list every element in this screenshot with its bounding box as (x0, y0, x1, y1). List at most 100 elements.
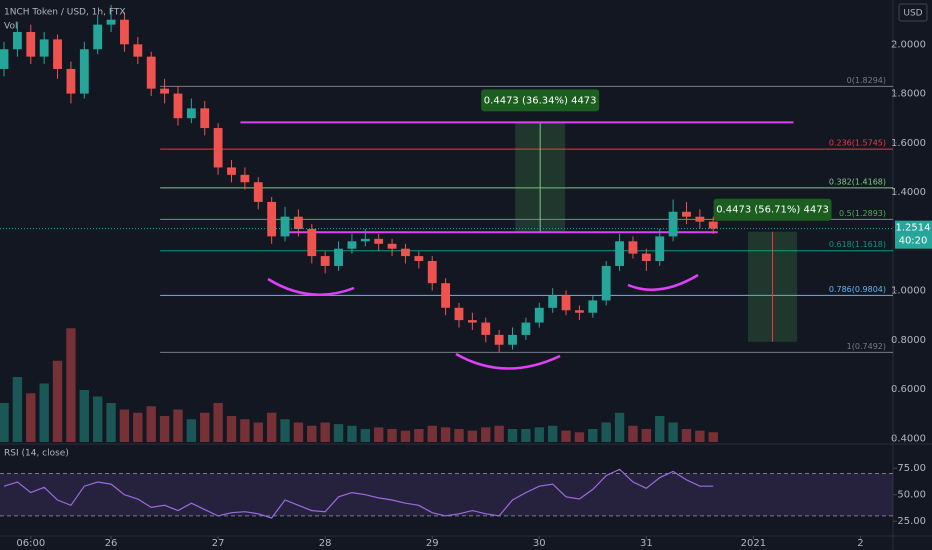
candle-body (467, 320, 477, 323)
candle-body (79, 49, 89, 94)
candle-body (534, 307, 544, 323)
countdown: 40:20 (899, 236, 928, 247)
candle-body (655, 236, 665, 262)
volume-bar (467, 430, 478, 442)
volume-bar (26, 393, 36, 442)
y-tick-label: 0.4000 (891, 433, 926, 444)
candle-body (146, 56, 156, 89)
candle-body (628, 241, 638, 254)
volume-bar (320, 422, 330, 442)
volume-bar (400, 430, 411, 442)
x-tick-label: 2 (857, 538, 863, 549)
symbol-title: 1NCH Token / USD, 1h, FTX (4, 8, 126, 18)
volume-bar (387, 429, 397, 442)
x-tick-label: 27 (212, 538, 225, 549)
candle-body (39, 39, 49, 57)
candle-body (682, 211, 691, 217)
y-tick-label: 1.0000 (891, 286, 926, 297)
volume-bar (494, 425, 504, 442)
volume-bar (39, 383, 49, 442)
x-tick-label: 06:00 (16, 538, 45, 549)
volume-bar (280, 419, 290, 442)
candle-body (267, 201, 277, 237)
volume-bar (588, 429, 598, 442)
y-tick-label: 1.6000 (891, 138, 926, 149)
rsi-title: RSI (14, close) (4, 449, 69, 459)
shoulder-arc (627, 273, 699, 291)
volume-bar (173, 409, 183, 442)
volume-bar (614, 412, 625, 442)
volume-bar (200, 412, 210, 442)
volume-bar (574, 432, 585, 442)
rsi-band (0, 473, 893, 516)
volume-bar (534, 427, 544, 442)
candle-body (334, 248, 343, 266)
volume-bar (507, 429, 518, 442)
candle-body (708, 221, 718, 229)
volume-bar (547, 425, 558, 442)
candle-body (307, 229, 317, 257)
candle-body (347, 241, 357, 249)
candle-body (561, 295, 571, 311)
volume-bar (360, 429, 371, 442)
candle-body (53, 39, 62, 69)
volume-bar (293, 422, 304, 442)
y-tick-label: 0.6000 (891, 384, 926, 395)
candle-body (227, 167, 236, 175)
rsi-tick-label: 25.00 (897, 516, 926, 527)
volume-bar (307, 425, 317, 442)
candle-body (293, 216, 303, 230)
x-tick-label: 26 (105, 538, 118, 549)
x-tick-label: 2021 (741, 538, 766, 549)
rsi-tick-label: 75.00 (897, 463, 926, 474)
candle-body (66, 68, 76, 94)
volume-bar (655, 416, 665, 442)
volume-bar (440, 427, 451, 442)
candle-body (454, 307, 464, 321)
volume-bar (454, 429, 464, 442)
candle-body (160, 88, 170, 94)
fib-label: 1(0.7492) (847, 342, 886, 351)
currency[interactable]: USD (903, 9, 922, 19)
volume-bar (0, 403, 9, 442)
candle-body (427, 261, 437, 284)
candle-body (240, 174, 250, 183)
fib-label: 0.786(0.9804) (829, 285, 886, 294)
volume-bar (159, 416, 170, 442)
volume-bar (93, 396, 103, 442)
volume-bar (106, 403, 116, 442)
candle-body (575, 310, 584, 313)
volume-bar (266, 412, 277, 442)
y-tick-label: 0.8000 (891, 335, 926, 346)
fib-label: 0.382(1.4168) (829, 177, 886, 186)
candle-body (508, 334, 517, 345)
chart-layer: 2.0000 1.8000 1.6000 1.4000 1.0000 0.8000 0.60… (0, 4, 932, 549)
candle-body (186, 108, 196, 119)
candle-body (173, 93, 183, 119)
candle-body (441, 283, 451, 308)
candle-body (641, 253, 651, 262)
rsi-tick-label: 50.00 (897, 490, 926, 501)
volume-bar (695, 430, 705, 442)
candle-body (548, 295, 558, 308)
volume-bar (414, 429, 424, 442)
y-tick-label: 1.8000 (891, 89, 926, 100)
volume-bar (427, 425, 437, 442)
last-price-box (895, 220, 932, 249)
candle-body (26, 32, 36, 57)
measure-label-box (713, 198, 832, 221)
currency-button[interactable] (898, 3, 928, 22)
last-price: 1.2514 (896, 223, 931, 234)
fib-label: 0(1.8294) (847, 76, 886, 85)
volume-bar (561, 430, 571, 442)
volume-bar (374, 427, 384, 442)
candle-body (106, 19, 116, 25)
volume-bar (186, 419, 197, 442)
measure-label: 0.4473 (36.34%) 4473 (484, 95, 597, 106)
volume-bar (347, 425, 357, 442)
volume-bar (253, 422, 263, 442)
x-tick-label: 29 (426, 538, 439, 549)
candle-body (494, 334, 504, 345)
candle-body (320, 256, 330, 266)
candle-body (133, 44, 143, 57)
